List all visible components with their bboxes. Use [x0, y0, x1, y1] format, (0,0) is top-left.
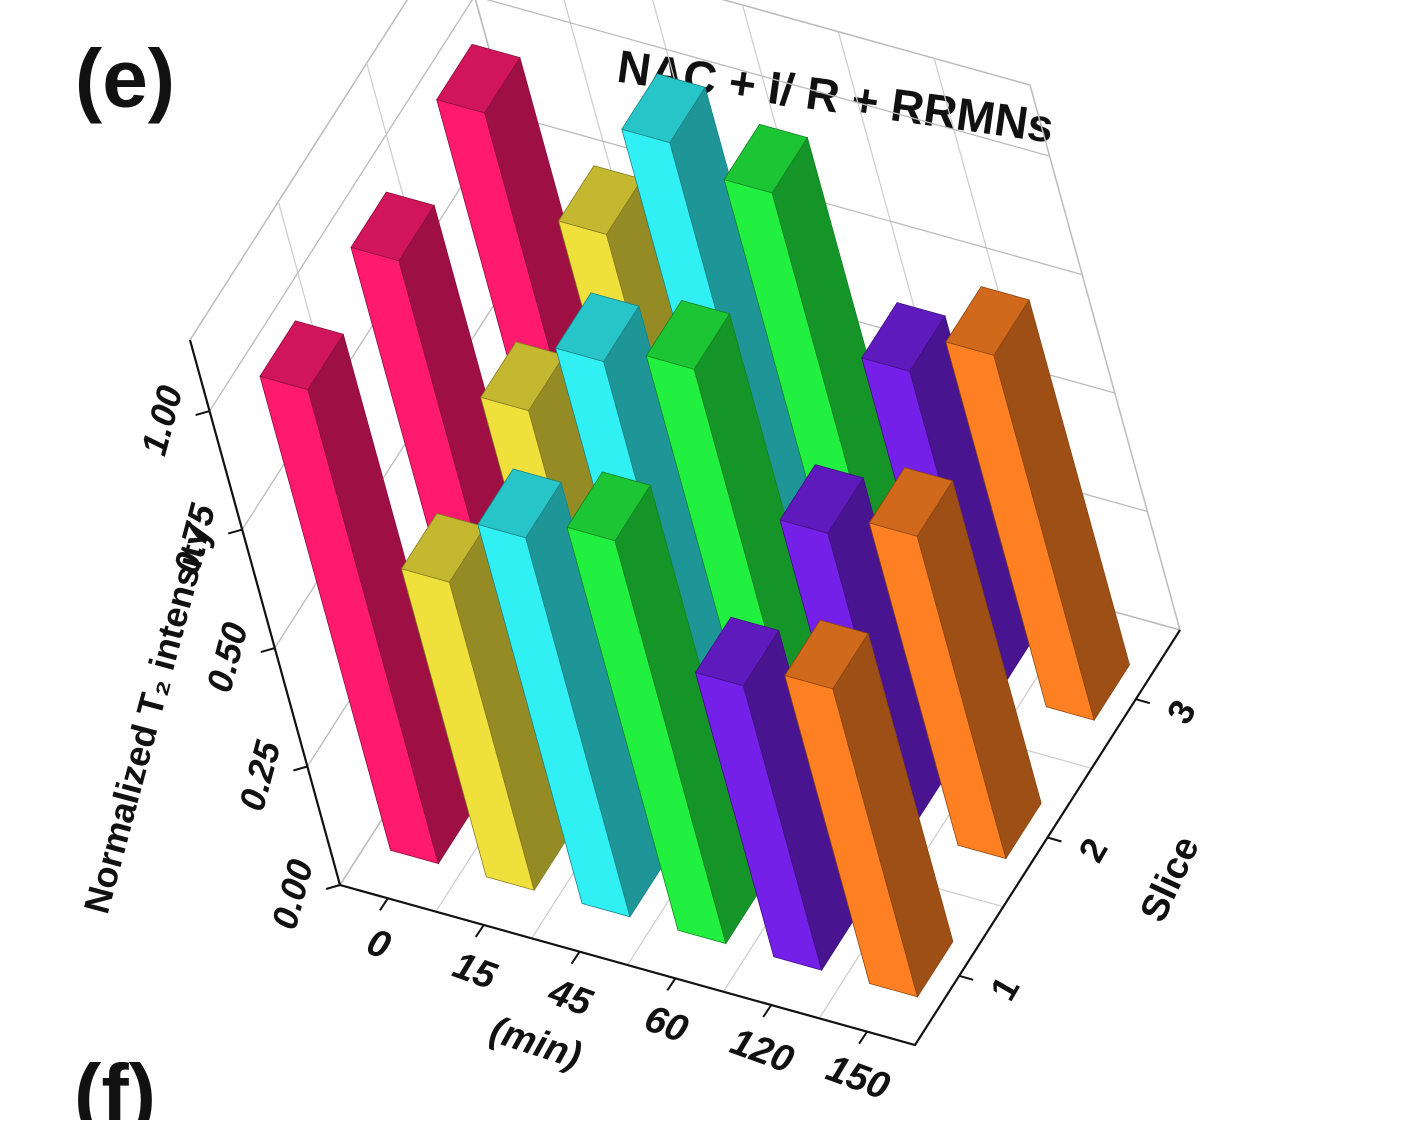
bar-top	[784, 619, 869, 690]
z-tick	[958, 974, 974, 981]
bar	[566, 471, 762, 945]
panel-label: (e)	[75, 34, 175, 125]
bar-top	[555, 292, 640, 362]
bar-top	[477, 468, 562, 539]
x-tick	[666, 977, 677, 991]
y-tick	[293, 765, 308, 772]
x-tick	[379, 897, 389, 911]
x-tick	[858, 1031, 868, 1045]
y-tick	[195, 410, 210, 417]
bar	[477, 468, 666, 918]
bar	[694, 616, 858, 972]
bar-top	[645, 300, 731, 370]
bar-top	[723, 123, 809, 194]
bar-top	[779, 464, 864, 534]
grid-line	[209, 0, 1050, 412]
panel-label: (f)	[74, 1049, 156, 1120]
bar	[945, 286, 1130, 722]
bar-top	[259, 320, 344, 391]
z-tick	[1135, 698, 1151, 705]
x-tick	[762, 1004, 773, 1018]
bar-top	[945, 286, 1030, 356]
bar-top	[694, 616, 780, 687]
y-tick	[227, 528, 243, 535]
bar-top	[566, 471, 651, 542]
bar-top	[350, 191, 435, 262]
bar-top	[868, 467, 954, 537]
z-tick	[1047, 836, 1062, 843]
bar	[784, 619, 954, 998]
bar-top	[436, 43, 521, 114]
bar-top	[861, 302, 946, 372]
bar-top	[621, 73, 706, 144]
bar	[868, 467, 1042, 860]
y-tick	[260, 647, 276, 654]
x-tick	[474, 924, 485, 938]
x-tick	[570, 951, 581, 965]
y-tick	[325, 884, 341, 890]
bar	[259, 320, 475, 865]
